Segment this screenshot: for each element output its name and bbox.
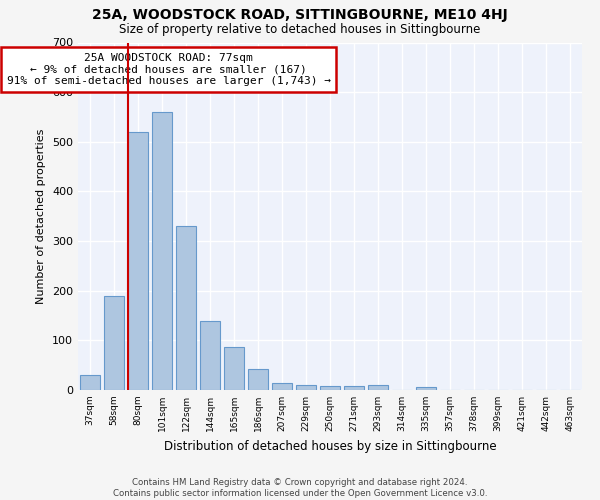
Bar [416, 386, 436, 390]
Bar [272, 383, 292, 390]
Bar [344, 386, 364, 390]
Text: Size of property relative to detached houses in Sittingbourne: Size of property relative to detached ho… [119, 22, 481, 36]
Bar [176, 226, 196, 390]
Bar [320, 386, 340, 390]
Text: 25A, WOODSTOCK ROAD, SITTINGBOURNE, ME10 4HJ: 25A, WOODSTOCK ROAD, SITTINGBOURNE, ME10… [92, 8, 508, 22]
Text: 25A WOODSTOCK ROAD: 77sqm
← 9% of detached houses are smaller (167)
91% of semi-: 25A WOODSTOCK ROAD: 77sqm ← 9% of detach… [7, 53, 331, 86]
Text: Contains HM Land Registry data © Crown copyright and database right 2024.
Contai: Contains HM Land Registry data © Crown c… [113, 478, 487, 498]
Bar [200, 320, 220, 390]
Bar [104, 296, 124, 390]
Bar [368, 385, 388, 390]
Bar [248, 369, 268, 390]
Bar [80, 374, 100, 390]
Bar [224, 348, 244, 390]
Y-axis label: Number of detached properties: Number of detached properties [37, 128, 46, 304]
X-axis label: Distribution of detached houses by size in Sittingbourne: Distribution of detached houses by size … [164, 440, 496, 452]
Bar [152, 112, 172, 390]
Bar [128, 132, 148, 390]
Bar [296, 385, 316, 390]
